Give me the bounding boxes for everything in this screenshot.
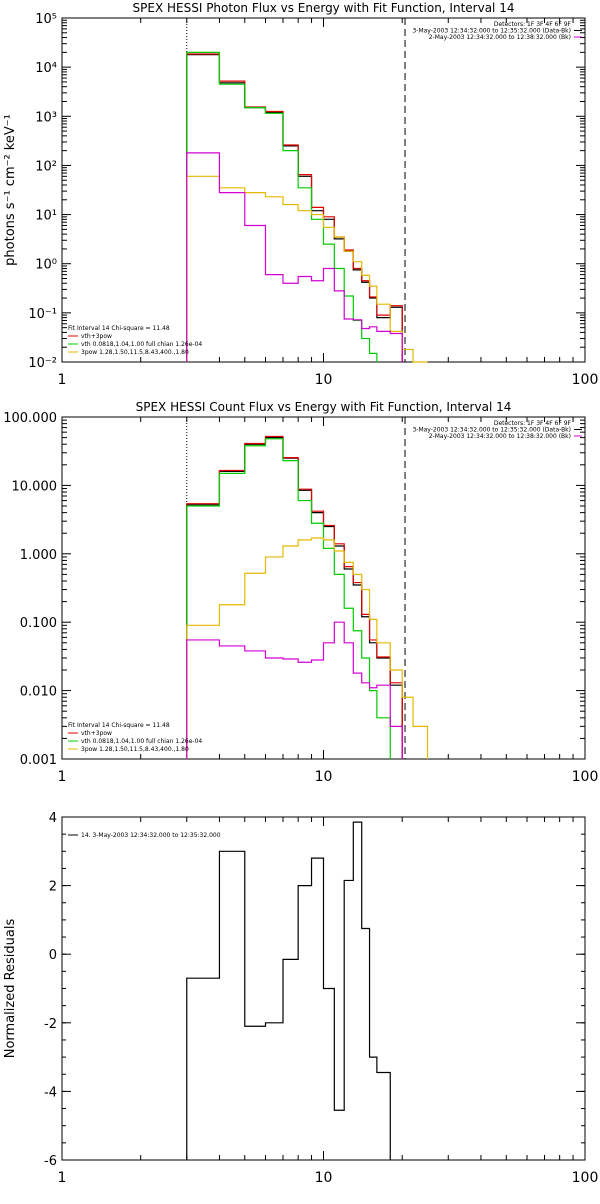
legend: Fit Interval 14 Chi-square = 11.48vth+3p… xyxy=(68,325,202,356)
series-group xyxy=(186,435,429,759)
x-tick-label: 1 xyxy=(58,769,67,785)
x-tick-label: 10 xyxy=(315,769,333,785)
header-line: 3-May-2003 12:34:32.000 to 12:35:32.000 … xyxy=(412,427,571,434)
series-1-histogram xyxy=(186,821,391,1160)
y-tick-label: 10.000 xyxy=(12,479,58,494)
x-tick-label: 10 xyxy=(315,1170,333,1186)
legend-line: vth+3pow xyxy=(81,333,112,340)
y-tick-label: 10⁴ xyxy=(35,61,57,76)
y-axis-label: photons s⁻¹ cm⁻² keV⁻¹ xyxy=(3,114,18,266)
header-line: 3-May-2003 12:34:32.000 to 12:35:32.000 … xyxy=(412,28,571,35)
y-tick-label: 10³ xyxy=(35,110,57,125)
plot-frame xyxy=(61,416,586,760)
x-axis: 1 10 100 xyxy=(58,18,599,388)
y-tick-label: 4 xyxy=(49,811,57,826)
y-axis-label: Normalized Residuals xyxy=(3,919,18,1059)
x-tick-label: 100 xyxy=(572,1170,599,1186)
y-axis: 0.001 0.010 0.100 1.000 10.000 100.000 xyxy=(3,411,585,768)
y-tick-label: 0.001 xyxy=(20,753,57,768)
x-axis: 1 10 100 xyxy=(58,417,599,785)
x-axis: 1 10 100 xyxy=(58,817,599,1186)
legend-line: 3pow 1.28,1.50,11.5,8.43,400.,1.80 xyxy=(81,746,189,753)
legend-line: 14. 3-May-2003 12:34:32.000 to 12:35:32.… xyxy=(81,832,221,839)
series-2-histogram xyxy=(186,53,403,362)
series-5-histogram xyxy=(186,621,403,759)
chart-2: SPEX HESSI Count Flux vs Energy with Fit… xyxy=(3,400,598,785)
y-tick-label: 10¹ xyxy=(35,209,57,224)
y-tick-label: -2 xyxy=(44,1017,57,1032)
legend-line: vth 0.0818,1.04,1.00 full chian 1.26e-04 xyxy=(81,738,202,745)
y-tick-label: 0.100 xyxy=(20,616,57,631)
y-tick-label: 10⁰ xyxy=(35,258,57,273)
legend: 14. 3-May-2003 12:34:32.000 to 12:35:32.… xyxy=(68,832,221,839)
series-4-histogram xyxy=(186,175,428,363)
header-line: Detectors: 1F 3F 4F 6F 9F xyxy=(494,21,572,28)
series-3-histogram xyxy=(186,438,391,759)
x-tick-label: 100 xyxy=(572,769,599,785)
chart-title: SPEX HESSI Photon Flux vs Energy with Fi… xyxy=(133,1,515,15)
y-axis: -6 -4 -2 0 2 4 xyxy=(44,811,585,1169)
chart-title: SPEX HESSI Count Flux vs Energy with Fit… xyxy=(136,400,512,414)
legend-line: vth+3pow xyxy=(81,730,112,737)
chart-3: Normalized Residuals 1 10 100 -6 -4 -2 0 2 4 14. 3… xyxy=(3,811,598,1186)
x-tick-label: 1 xyxy=(58,372,67,388)
y-tick-label: 0.010 xyxy=(20,685,57,700)
series-3-histogram xyxy=(186,51,378,362)
series-1-histogram xyxy=(186,436,403,759)
header-line: Detectors: 1F 3F 4F 6F 9F xyxy=(494,420,572,427)
series-group xyxy=(186,51,428,363)
series-2-histogram xyxy=(186,435,403,759)
legend-line: Fit Interval 14 Chi-square = 11.48 xyxy=(68,722,170,729)
header-line: 2-May-2003 12:34:32.000 to 12:38:32.000 … xyxy=(429,34,571,41)
y-tick-label: 2 xyxy=(49,880,57,895)
y-tick-label: 10⁻¹ xyxy=(28,307,57,322)
header-annotations: Detectors: 1F 3F 4F 6F 9F3-May-2003 12:3… xyxy=(412,21,582,41)
y-tick-label: 0 xyxy=(49,948,57,963)
y-tick-label: 10⁵ xyxy=(35,12,57,27)
y-tick-label: -4 xyxy=(44,1085,57,1100)
y-tick-label: -6 xyxy=(44,1154,57,1169)
series-1-histogram xyxy=(186,53,403,362)
series-group xyxy=(186,821,391,1160)
y-tick-label: 10² xyxy=(35,159,57,174)
plot-frame xyxy=(61,17,586,363)
chart-1: SPEX HESSI Photon Flux vs Energy with Fi… xyxy=(3,1,598,388)
x-tick-label: 10 xyxy=(315,372,333,388)
header-line: 2-May-2003 12:34:32.000 to 12:38:32.000 … xyxy=(429,433,571,440)
legend-line: Fit Interval 14 Chi-square = 11.48 xyxy=(68,325,170,332)
legend-line: vth 0.0818,1.04,1.00 full chian 1.26e-04 xyxy=(81,341,202,348)
x-tick-label: 100 xyxy=(572,372,599,388)
y-tick-label: 100.000 xyxy=(3,411,57,426)
header-annotations: Detectors: 1F 3F 4F 6F 9F3-May-2003 12:3… xyxy=(412,420,582,440)
series-5-histogram xyxy=(186,152,403,362)
series-4-histogram xyxy=(186,537,429,759)
legend-line: 3pow 1.28,1.50,11.5,8.43,400.,1.80 xyxy=(81,349,189,356)
y-tick-label: 1.000 xyxy=(20,548,57,563)
legend: Fit Interval 14 Chi-square = 11.48vth+3p… xyxy=(68,722,202,753)
y-axis: 10⁻² 10⁻¹ 10⁰ 10¹ 10² 10³ 10⁴ 10⁵ xyxy=(28,12,585,371)
y-tick-label: 10⁻² xyxy=(28,356,57,371)
x-tick-label: 1 xyxy=(58,1170,67,1186)
